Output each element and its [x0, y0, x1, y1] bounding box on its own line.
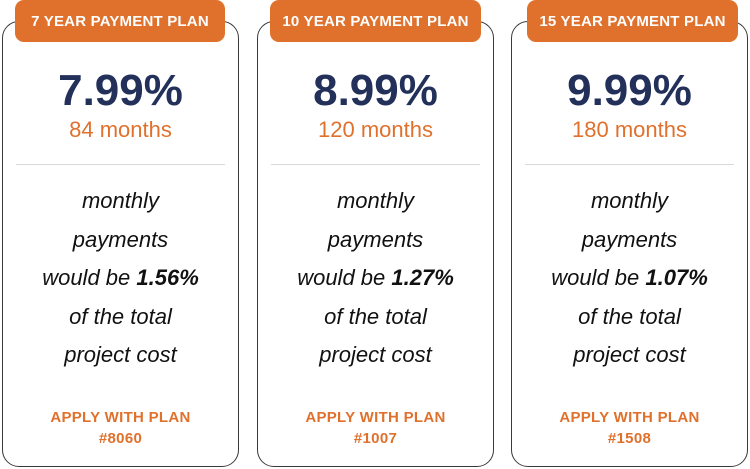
interest-rate: 8.99% [313, 66, 438, 115]
description-line: would be 1.56% [3, 259, 238, 298]
plan-number: #1007 [353, 430, 398, 447]
description-line: project cost [573, 342, 686, 367]
divider [16, 164, 225, 165]
description-line: would be 1.07% [512, 259, 747, 298]
apply-label: APPLY WITH PLAN [50, 409, 191, 426]
description-line: of the total [69, 303, 172, 329]
plan-card-7-year: 7.99% 84 months monthly payments would b… [2, 21, 239, 467]
loan-term: 180 months [572, 117, 687, 142]
description-line: project cost [319, 342, 432, 367]
apply-label: APPLY WITH PLAN [305, 409, 446, 426]
interest-rate: 9.99% [567, 66, 692, 115]
description-line: project cost [64, 342, 177, 367]
divider [271, 164, 480, 165]
description-line: of the total [324, 303, 427, 329]
loan-term: 84 months [69, 117, 172, 142]
interest-rate: 7.99% [58, 66, 183, 115]
apply-plan-8060-link[interactable]: APPLY WITH PLAN #8060 [3, 407, 238, 449]
plan-number: #8060 [98, 430, 143, 447]
description-line: payments [72, 226, 169, 252]
plan-tab-15-year: 15 YEAR PAYMENT PLAN [527, 0, 738, 42]
description-line: monthly [590, 188, 669, 213]
description-prefix: would be [297, 265, 392, 290]
plan-tab-7-year: 7 YEAR PAYMENT PLAN [15, 0, 225, 42]
payment-description: monthly payments would be 1.56% of the t… [3, 182, 238, 375]
apply-plan-1007-link[interactable]: APPLY WITH PLAN #1007 [258, 407, 493, 449]
description-line: payments [327, 226, 424, 252]
apply-label: APPLY WITH PLAN [559, 409, 700, 426]
description-prefix: would be [42, 265, 137, 290]
monthly-payment-percent: 1.27% [391, 265, 454, 290]
description-line: monthly [336, 188, 415, 213]
monthly-payment-percent: 1.56% [136, 265, 199, 290]
payment-description: monthly payments would be 1.07% of the t… [512, 182, 747, 375]
apply-plan-1508-link[interactable]: APPLY WITH PLAN #1508 [512, 407, 747, 449]
description-line: would be 1.27% [258, 259, 493, 298]
monthly-payment-percent: 1.07% [645, 265, 708, 290]
divider [525, 164, 734, 165]
plan-card-10-year: 8.99% 120 months monthly payments would … [257, 21, 494, 467]
payment-description: monthly payments would be 1.27% of the t… [258, 182, 493, 375]
plan-number: #1508 [607, 430, 652, 447]
plan-card-15-year: 9.99% 180 months monthly payments would … [511, 21, 748, 467]
description-prefix: would be [551, 265, 646, 290]
description-line: monthly [81, 188, 160, 213]
loan-term: 120 months [318, 117, 433, 142]
description-line: of the total [578, 303, 681, 329]
description-line: payments [581, 226, 678, 252]
plan-tab-10-year: 10 YEAR PAYMENT PLAN [270, 0, 481, 42]
